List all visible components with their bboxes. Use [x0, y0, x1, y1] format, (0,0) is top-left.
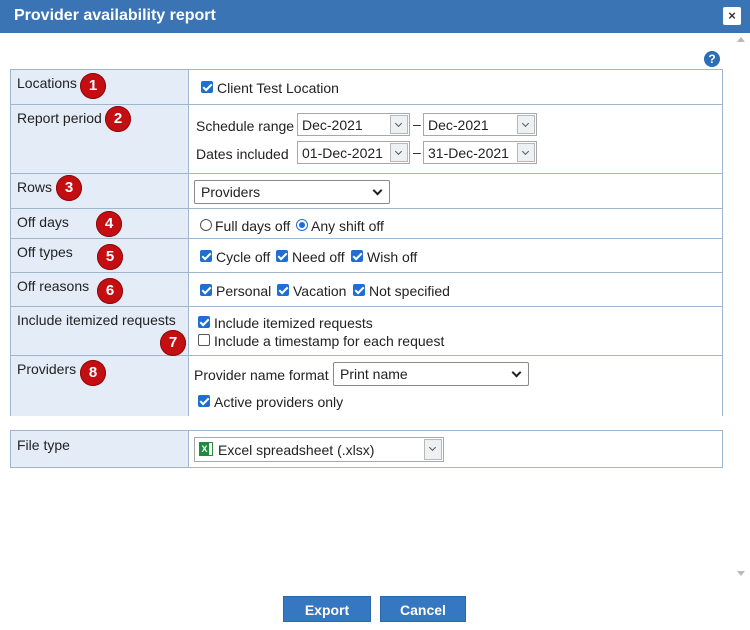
- vacation-checkbox[interactable]: [277, 284, 289, 296]
- dates-from-select[interactable]: 01-Dec-2021: [297, 141, 410, 164]
- file-type-label: File type: [17, 437, 70, 453]
- dates-separator: –: [413, 144, 421, 160]
- off-reasons-label: Off reasons: [17, 278, 90, 294]
- file-type-select[interactable]: Excel spreadsheet (.xlsx): [194, 437, 444, 462]
- timestamp-checkbox[interactable]: [198, 334, 210, 346]
- wish-off-label[interactable]: Wish off: [367, 249, 418, 265]
- active-providers-label[interactable]: Active providers only: [214, 394, 344, 410]
- itemized-requests-option-label[interactable]: Include itemized requests: [214, 315, 373, 331]
- chevron-down-icon[interactable]: [517, 115, 535, 134]
- chevron-down-icon: [372, 185, 383, 196]
- personal-checkbox[interactable]: [200, 284, 212, 296]
- chevron-down-icon[interactable]: [424, 439, 442, 460]
- callout-badge-1: 1: [80, 73, 106, 99]
- cancel-button[interactable]: Cancel: [380, 596, 466, 622]
- provider-name-format-label: Provider name format: [194, 367, 329, 383]
- chevron-down-icon[interactable]: [517, 143, 535, 162]
- callout-badge-7: 7: [160, 330, 186, 356]
- cycle-off-label[interactable]: Cycle off: [216, 249, 271, 265]
- need-off-label[interactable]: Need off: [292, 249, 345, 265]
- row-file-type: File type Excel spreadsheet (.xlsx): [11, 431, 722, 467]
- location-checkbox-label[interactable]: Client Test Location: [217, 80, 339, 96]
- cycle-off-checkbox[interactable]: [200, 250, 212, 262]
- row-rows: Rows Providers: [11, 173, 722, 209]
- callout-badge-3: 3: [56, 175, 82, 201]
- itemized-requests-label: Include itemized requests: [17, 312, 176, 328]
- providers-label: Providers: [17, 361, 77, 377]
- schedule-range-from-select[interactable]: Dec-2021: [297, 113, 410, 136]
- row-itemized-requests: Include itemized requests Include itemiz…: [11, 306, 722, 356]
- range-separator: –: [413, 116, 421, 132]
- callout-badge-8: 8: [80, 360, 106, 386]
- row-off-reasons: Off reasons Personal Vacation Not specif…: [11, 272, 722, 307]
- off-days-label: Off days: [17, 214, 69, 230]
- itemized-requests-checkbox[interactable]: [198, 316, 210, 328]
- dates-included-label: Dates included: [196, 146, 289, 162]
- not-specified-label[interactable]: Not specified: [369, 283, 450, 299]
- rows-label: Rows: [17, 179, 53, 195]
- excel-icon: [199, 442, 213, 456]
- callout-badge-4: 4: [96, 211, 122, 237]
- wish-off-checkbox[interactable]: [351, 250, 363, 262]
- rows-select[interactable]: Providers: [194, 180, 390, 204]
- off-types-label: Off types: [17, 244, 73, 260]
- row-locations: Locations Client Test Location: [11, 70, 722, 104]
- full-days-off-label[interactable]: Full days off: [215, 218, 291, 234]
- file-type-grid: File type Excel spreadsheet (.xlsx): [10, 430, 723, 468]
- schedule-range-label: Schedule range: [196, 118, 295, 134]
- locations-label: Locations: [17, 75, 77, 91]
- settings-grid: Locations Client Test Location Report pe…: [10, 69, 723, 416]
- scroll-down-icon[interactable]: [737, 571, 745, 576]
- row-providers: Providers Provider name format Print nam…: [11, 355, 722, 416]
- vertical-scrollbar[interactable]: [733, 33, 750, 583]
- dialog-title: Provider availability report: [14, 7, 216, 24]
- row-off-types: Off types Cycle off Need off Wish off: [11, 238, 722, 273]
- any-shift-off-label[interactable]: Any shift off: [311, 218, 384, 234]
- any-shift-off-radio[interactable]: [296, 219, 308, 231]
- export-button[interactable]: Export: [283, 596, 371, 622]
- provider-name-format-select[interactable]: Print name: [333, 362, 529, 386]
- chevron-down-icon[interactable]: [390, 143, 408, 162]
- chevron-down-icon: [511, 367, 522, 378]
- scroll-up-icon[interactable]: [737, 37, 745, 42]
- dates-to-select[interactable]: 31-Dec-2021: [423, 141, 537, 164]
- timestamp-option-label[interactable]: Include a timestamp for each request: [214, 333, 445, 349]
- help-icon[interactable]: ?: [704, 51, 720, 67]
- personal-label[interactable]: Personal: [216, 283, 272, 299]
- not-specified-checkbox[interactable]: [353, 284, 365, 296]
- active-providers-checkbox[interactable]: [198, 395, 210, 407]
- report-period-label: Report period: [17, 110, 102, 126]
- row-report-period: Report period Schedule range Dec-2021 – …: [11, 104, 722, 174]
- callout-badge-2: 2: [105, 106, 131, 132]
- need-off-checkbox[interactable]: [276, 250, 288, 262]
- close-icon[interactable]: ×: [723, 7, 741, 25]
- location-checkbox[interactable]: [201, 81, 213, 93]
- vacation-label[interactable]: Vacation: [293, 283, 347, 299]
- callout-badge-6: 6: [97, 278, 123, 304]
- chevron-down-icon[interactable]: [390, 115, 408, 134]
- callout-badge-5: 5: [97, 244, 123, 270]
- row-off-days: Off days Full days off Any shift off: [11, 208, 722, 239]
- full-days-off-radio[interactable]: [200, 219, 212, 231]
- schedule-range-to-select[interactable]: Dec-2021: [423, 113, 537, 136]
- dialog-titlebar: Provider availability report ×: [0, 0, 750, 33]
